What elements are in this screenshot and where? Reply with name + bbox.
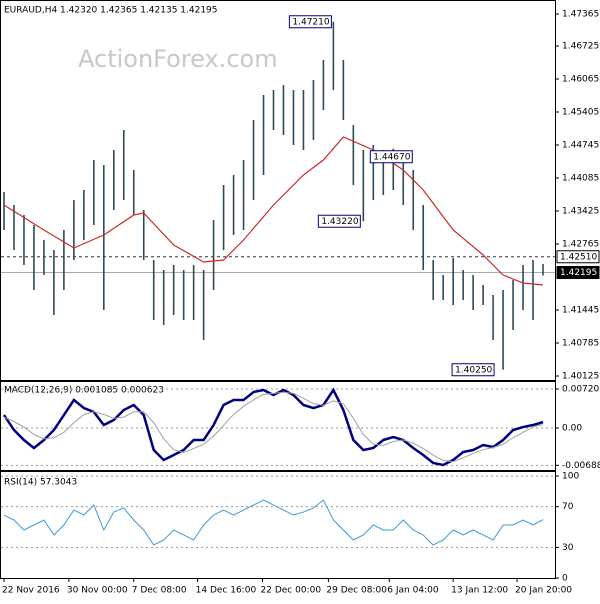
- moving-average: [3, 136, 544, 286]
- y-tick-label: 1.45405: [562, 108, 599, 118]
- x-tick-label: 6 Jan 04:00: [387, 586, 439, 596]
- x-tick-label: 22 Nov 2016: [2, 586, 60, 596]
- macd-title: MACD(12,26,9) 0.001085 0.000623: [4, 386, 164, 396]
- annotation-box: [288, 15, 332, 29]
- y-tick-label: 30: [562, 543, 574, 553]
- rsi-title: RSI(14) 57.3043: [4, 478, 77, 488]
- y-tick-label: 1.46725: [562, 42, 599, 52]
- x-tick-label: 30 Nov 00:00: [67, 586, 128, 596]
- x-tick-label: 20 Jan 20:00: [515, 586, 572, 596]
- price-level-box: [556, 266, 600, 279]
- x-tick-label: 29 Dec 08:00: [326, 586, 387, 596]
- price-panel: [0, 0, 556, 381]
- indicator-line: [3, 499, 544, 546]
- y-tick-label: 100: [562, 472, 579, 482]
- y-tick-label: 0: [562, 574, 568, 584]
- indicator-line: [3, 391, 544, 463]
- y-tick-label: 70: [562, 502, 574, 512]
- y-tick-label: 1.44085: [562, 174, 599, 184]
- x-tick-label: 22 Dec 00:00: [261, 586, 322, 596]
- y-tick-label: 1.44745: [562, 141, 599, 151]
- y-tick-label: 1.47365: [562, 10, 599, 20]
- y-tick-label: -0.006888: [562, 461, 600, 471]
- annotation-label: 1.47210: [292, 17, 329, 27]
- y-tick-label: 1.43425: [562, 207, 599, 217]
- price-level-label: 1.42195: [560, 268, 597, 278]
- x-tick-label: 13 Jan 12:00: [451, 586, 508, 596]
- annotation-label: 1.43220: [321, 217, 358, 227]
- annotation-label: 1.40250: [455, 365, 492, 375]
- y-tick-label: 0.00: [562, 424, 582, 434]
- y-tick-label: 1.40785: [562, 339, 599, 349]
- annotation-box: [369, 150, 413, 164]
- annotation-label: 1.44670: [373, 152, 410, 162]
- y-tick-label: 1.46065: [562, 75, 599, 85]
- x-tick-label: 7 Dec 08:00: [132, 586, 187, 596]
- price-title: EURAUD,H4 1.42320 1.42365 1.42135 1.4219…: [4, 6, 218, 16]
- y-tick-label: 1.40125: [562, 372, 599, 382]
- y-tick-label: 1.42765: [562, 240, 599, 250]
- rsi-panel: [0, 471, 556, 579]
- watermark: ActionForex.com: [78, 45, 278, 73]
- annotation-box: [451, 363, 495, 377]
- x-tick-label: 14 Dec 16:00: [196, 586, 257, 596]
- price-level-label: 1.42510: [560, 252, 597, 262]
- y-tick-label: 0.007201: [562, 385, 600, 395]
- price-level-box: [556, 250, 600, 264]
- y-tick-label: 1.41445: [562, 306, 599, 316]
- macd-panel: [0, 381, 556, 471]
- annotation-box: [317, 214, 361, 228]
